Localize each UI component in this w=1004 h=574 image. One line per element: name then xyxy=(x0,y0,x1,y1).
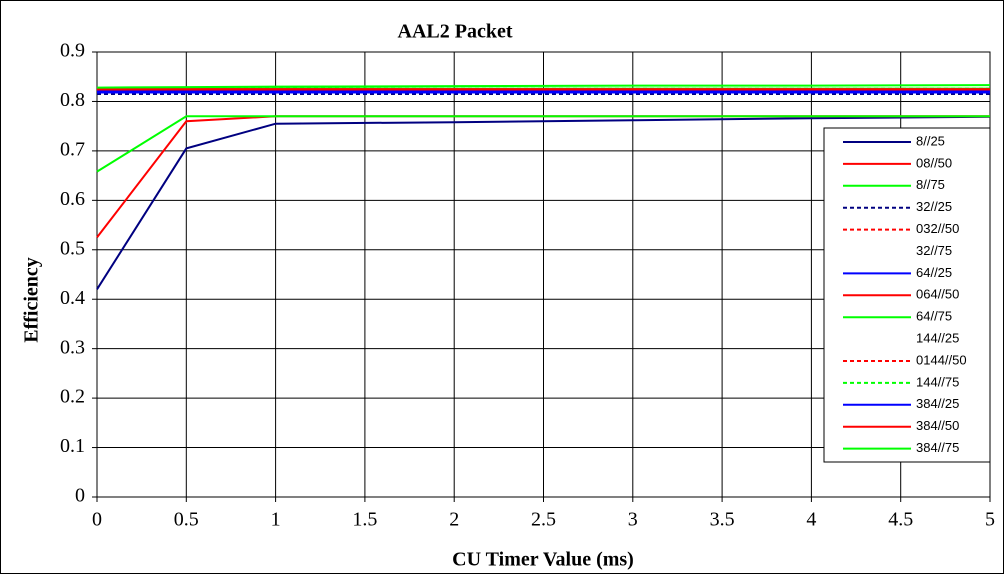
y-tick-label: 0.3 xyxy=(60,336,85,358)
y-tick-label: 0.8 xyxy=(60,89,85,111)
legend-label: 144//75 xyxy=(916,374,959,389)
y-tick-label: 0.5 xyxy=(60,237,85,259)
chart-title: AAL2 Packet xyxy=(398,21,513,43)
x-tick-label: 2.5 xyxy=(531,509,556,531)
series-line xyxy=(96,115,990,173)
y-tick-label: 0 xyxy=(75,485,85,507)
y-tick-label: 0.1 xyxy=(60,435,85,457)
x-tick-label: 2 xyxy=(449,509,459,531)
x-tick-label: 0 xyxy=(92,509,102,531)
y-axis-label: Efficiency xyxy=(21,257,43,343)
series-line xyxy=(96,84,991,89)
x-tick-label: 3.5 xyxy=(710,509,735,531)
legend-label: 32//75 xyxy=(916,243,952,258)
x-tick-label: 0.5 xyxy=(174,509,199,531)
y-tick-label: 0.6 xyxy=(60,188,85,210)
x-tick-label: 4.5 xyxy=(888,509,913,531)
legend-label: 0144//50 xyxy=(916,352,967,367)
legend-label: 032//50 xyxy=(916,221,959,236)
x-axis-label: CU Timer Value (ms) xyxy=(452,549,634,571)
legend-label: 64//25 xyxy=(916,265,952,280)
legend-label: 384//50 xyxy=(916,418,959,433)
x-tick-label: 1.5 xyxy=(352,509,377,531)
x-tick-label: 1 xyxy=(271,509,281,531)
legend-label: 8//25 xyxy=(916,133,945,148)
series-line xyxy=(96,115,991,290)
legend-label: 64//75 xyxy=(916,309,952,324)
legend-label: 8//75 xyxy=(916,177,945,192)
x-tick-label: 3 xyxy=(628,509,638,531)
legend-label: 064//50 xyxy=(916,287,959,302)
legend-label: 32//25 xyxy=(916,199,952,214)
legend-label: 384//25 xyxy=(916,396,959,411)
y-tick-label: 0.4 xyxy=(60,287,85,309)
y-tick-label: 0.9 xyxy=(60,40,85,62)
x-tick-label: 5 xyxy=(985,509,995,531)
y-tick-label: 0.7 xyxy=(60,138,85,160)
legend-label: 144//25 xyxy=(916,331,959,346)
x-tick-label: 4 xyxy=(806,509,816,531)
legend-label: 384//75 xyxy=(916,440,959,455)
legend-label: 08//50 xyxy=(916,155,952,170)
y-tick-label: 0.2 xyxy=(60,386,85,408)
